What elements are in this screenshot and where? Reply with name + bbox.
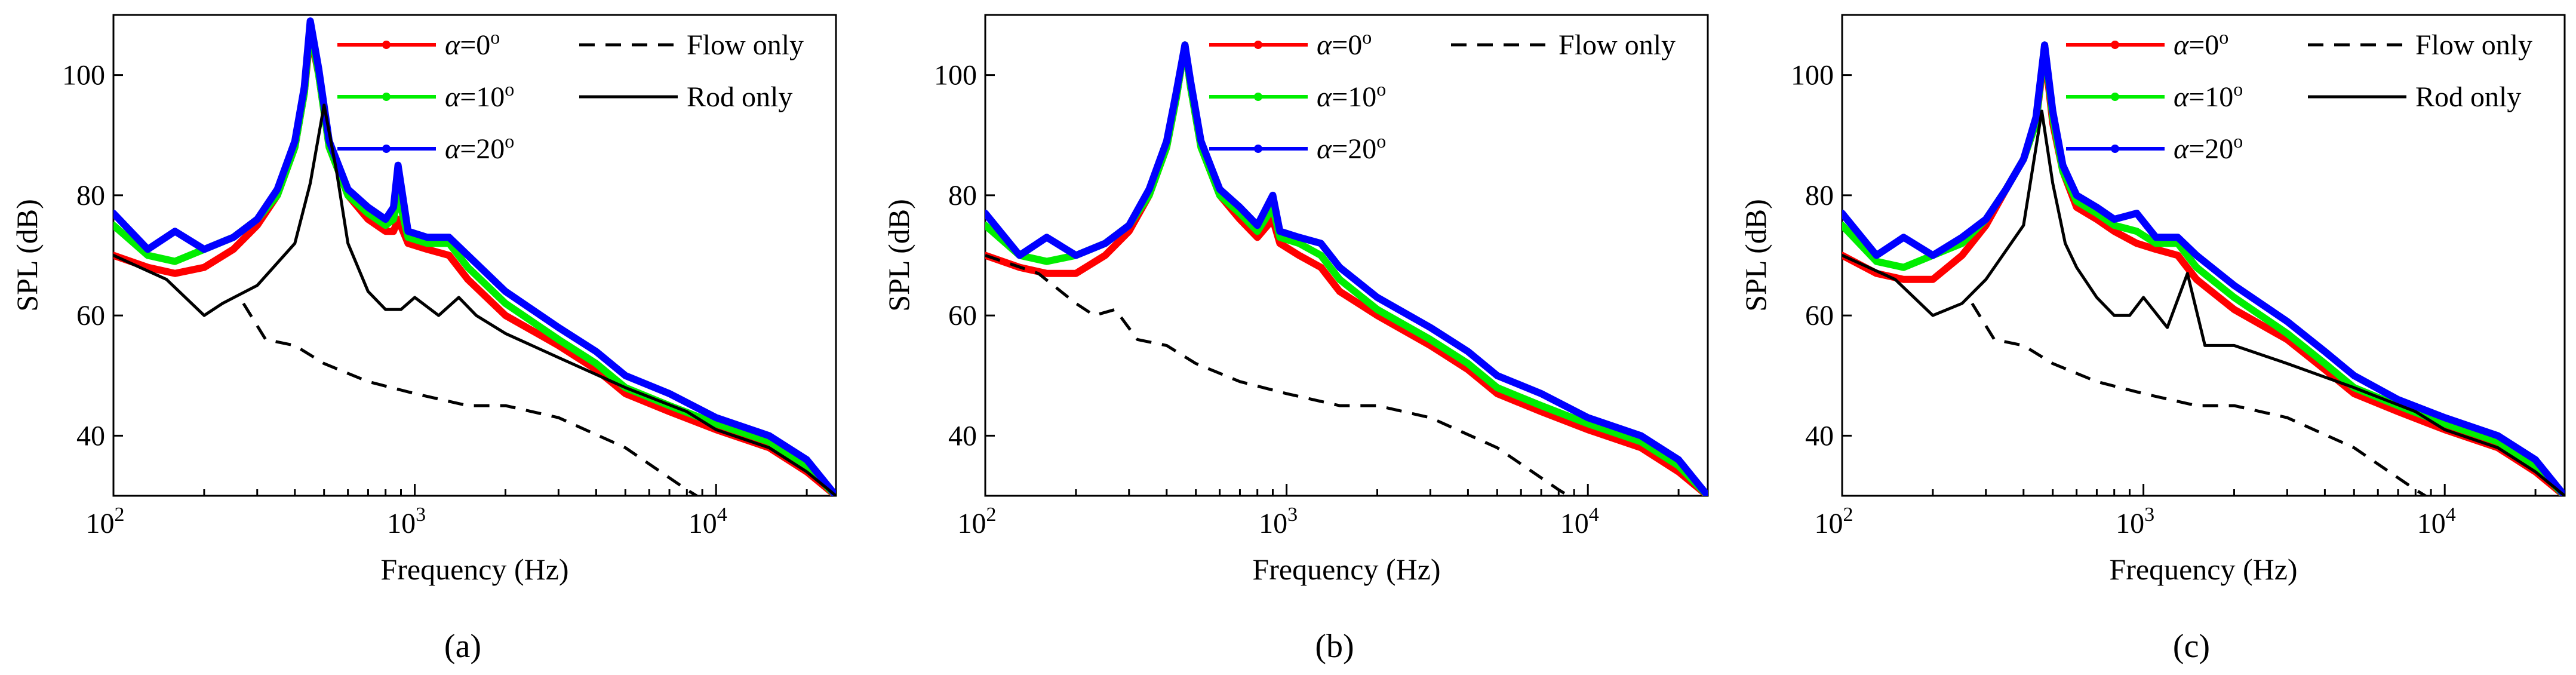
y-axis-label: SPL (dB): [10, 199, 44, 311]
y-tick-label: 80: [76, 180, 105, 211]
x-tick-label: 102: [86, 504, 125, 539]
legend-label: Flow only: [1558, 29, 1676, 61]
x-tick-label: 104: [2417, 504, 2456, 539]
y-tick-label: 80: [948, 180, 977, 211]
legend-label: α=10o: [445, 78, 514, 113]
panel-label: (b): [1315, 628, 1354, 665]
x-tick-label: 104: [1560, 504, 1599, 539]
y-tick-label: 40: [948, 420, 977, 452]
legend-marker: [382, 41, 391, 49]
legend-marker: [2111, 93, 2119, 101]
panel-label: (a): [444, 628, 481, 665]
legend-label: Flow only: [2415, 29, 2532, 61]
series-line--0-: [1842, 47, 2565, 496]
y-tick-label: 100: [1791, 60, 1834, 91]
y-tick-label: 60: [76, 300, 105, 332]
series-line--20-: [985, 41, 1708, 496]
series-line-rod-only: [113, 103, 836, 496]
legend-label: Rod only: [687, 81, 792, 113]
series-line-rod-only: [1842, 109, 2565, 496]
x-tick-label: 103: [1259, 504, 1298, 539]
series-line--20-: [113, 17, 836, 496]
series-line--0-: [985, 41, 1708, 496]
legend-label: Flow only: [687, 29, 804, 61]
legend-marker: [1254, 41, 1262, 49]
series-group: [113, 17, 836, 496]
legend-marker: [382, 145, 391, 153]
series-line--0-: [113, 29, 836, 496]
x-tick-label: 102: [1815, 504, 1853, 539]
legend-marker: [1254, 145, 1262, 153]
chart-panel-a: 40 60 80 100 102 103 104 Frequency (Hz) SPL (dB)…: [10, 14, 837, 665]
y-axis-label: SPL (dB): [882, 199, 915, 311]
y-tick-label: 80: [1805, 180, 1834, 211]
x-axis-label: Frequency (Hz): [380, 553, 568, 586]
x-tick-label: 102: [958, 504, 997, 539]
y-tick-label: 60: [1805, 300, 1834, 332]
legend-label: α=0o: [2174, 26, 2228, 61]
series-group: [985, 41, 1708, 496]
legend-marker: [1254, 93, 1262, 101]
legend-label: α=0o: [1317, 26, 1372, 61]
series-group: [1842, 41, 2565, 496]
y-axis-label: SPL (dB): [1739, 199, 1772, 311]
y-tick-label: 100: [934, 60, 977, 91]
y-tick-label: 40: [76, 420, 105, 452]
y-tick-label: 60: [948, 300, 977, 332]
y-tick-label: 40: [1805, 420, 1834, 452]
legend-label: α=20o: [445, 130, 514, 165]
series-line-flow-only: [985, 254, 1572, 496]
legend-marker: [382, 93, 391, 101]
x-axis-label: Frequency (Hz): [2109, 553, 2297, 586]
legend-label: Rod only: [2415, 81, 2521, 113]
chart-panel-c: 40 60 80 100 102 103 104 Frequency (Hz) SPL (dB)…: [1739, 14, 2566, 665]
x-tick-label: 103: [387, 504, 426, 539]
legend-label: α=0o: [445, 26, 500, 61]
x-tick-label: 103: [2116, 504, 2154, 539]
series-line--20-: [1842, 41, 2565, 496]
legend-label: α=20o: [2174, 130, 2243, 165]
legend-marker: [2111, 41, 2119, 49]
y-tick-label: 100: [62, 60, 105, 91]
x-axis-label: Frequency (Hz): [1252, 553, 1440, 586]
legend-label: α=10o: [2174, 78, 2243, 113]
chart-panel-b: 40 60 80 100 102 103 104 Frequency (Hz) SPL (dB)…: [882, 14, 1709, 665]
legend-marker: [2111, 145, 2119, 153]
legend-label: α=10o: [1317, 78, 1386, 113]
panel-label: (c): [2173, 628, 2210, 665]
legend-label: α=20o: [1317, 130, 1386, 165]
x-tick-label: 104: [688, 504, 727, 539]
